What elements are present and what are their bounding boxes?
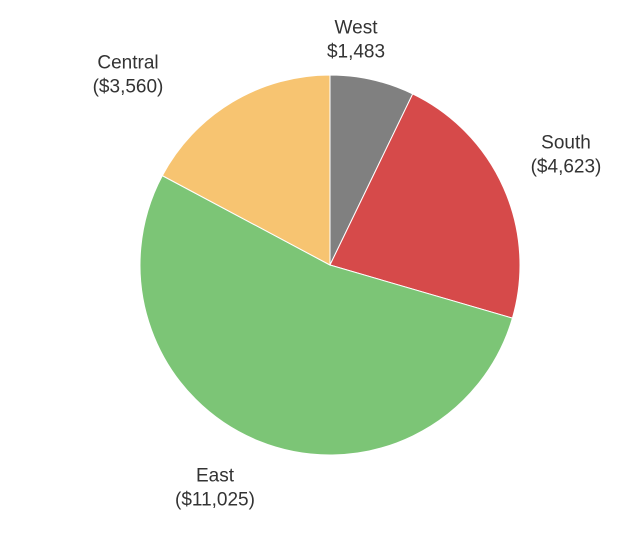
slice-value: ($3,560) [93,75,164,99]
slice-label-central: Central($3,560) [93,51,164,99]
slice-value: ($11,025) [175,488,255,512]
slice-value: ($4,623) [531,155,602,179]
slice-name: East [175,464,255,488]
slice-label-west: West$1,483 [327,16,385,64]
slice-value: $1,483 [327,40,385,64]
slice-label-south: South($4,623) [531,131,602,179]
slice-label-east: East($11,025) [175,464,255,512]
slice-name: West [327,16,385,40]
slice-name: Central [93,51,164,75]
pie-chart: West$1,483 South($4,623) East($11,025) Cent… [0,0,644,529]
slice-name: South [531,131,602,155]
